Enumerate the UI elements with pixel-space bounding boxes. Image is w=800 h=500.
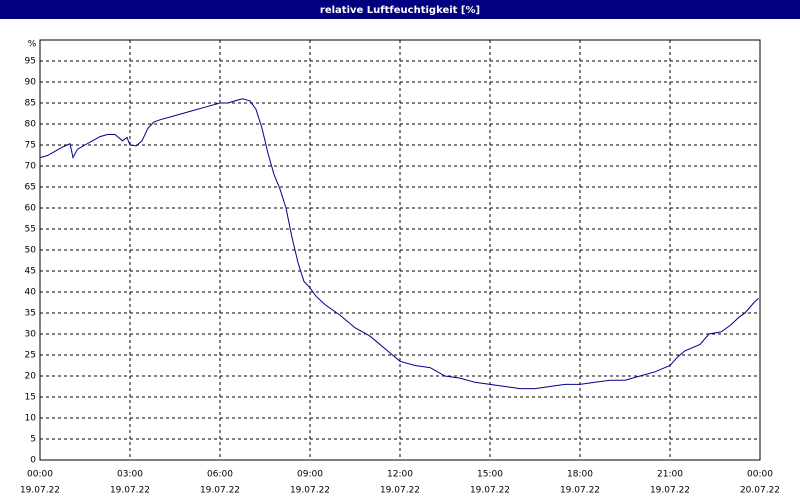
x-tick-date: 19.07.22: [20, 486, 60, 496]
x-tick-label: 15:00: [477, 470, 503, 480]
x-tick-date: 19.07.22: [650, 486, 690, 496]
x-tick-date: 20.07.22: [740, 486, 780, 496]
y-tick-label: 35: [25, 309, 36, 319]
x-tick-date: 19.07.22: [200, 486, 240, 496]
chart-title: relative Luftfeuchtigkeit [%]: [320, 5, 480, 16]
x-tick-label: 09:00: [297, 470, 323, 480]
y-tick-label: 65: [25, 183, 36, 193]
x-tick-label: 00:00: [747, 470, 773, 480]
y-tick-label: 60: [25, 204, 37, 214]
y-axis-label: %: [28, 40, 37, 50]
y-tick-label: 55: [25, 225, 36, 235]
y-tick-label: 40: [25, 288, 37, 298]
y-tick-label: 90: [25, 78, 37, 88]
y-tick-label: 85: [25, 99, 36, 109]
title-bar: [0, 0, 800, 19]
x-tick-date: 19.07.22: [470, 486, 510, 496]
x-tick-label: 21:00: [657, 470, 683, 480]
x-tick-label: 18:00: [567, 470, 593, 480]
y-tick-label: 70: [25, 162, 37, 172]
y-tick-label: 20: [25, 372, 37, 382]
y-tick-label: 75: [25, 141, 36, 151]
y-tick-label: 10: [25, 414, 37, 424]
y-tick-label: 95: [25, 57, 36, 67]
y-tick-label: 45: [25, 267, 36, 277]
y-tick-label: 50: [25, 246, 37, 256]
y-tick-label: 80: [25, 120, 37, 130]
x-tick-date: 19.07.22: [290, 486, 330, 496]
y-tick-label: 5: [30, 435, 36, 445]
x-tick-label: 03:00: [117, 470, 143, 480]
y-tick-label: 30: [25, 330, 37, 340]
y-tick-label: 25: [25, 351, 36, 361]
x-tick-label: 12:00: [387, 470, 413, 480]
x-tick-date: 19.07.22: [110, 486, 150, 496]
x-tick-label: 00:00: [27, 470, 53, 480]
plot-frame: [39, 39, 761, 461]
x-tick-date: 19.07.22: [380, 486, 420, 496]
data-line: [39, 98, 759, 390]
x-tick-label: 06:00: [207, 470, 233, 480]
y-tick-label: 0: [30, 456, 36, 466]
y-tick-label: 15: [25, 393, 36, 403]
x-tick-date: 19.07.22: [560, 486, 600, 496]
